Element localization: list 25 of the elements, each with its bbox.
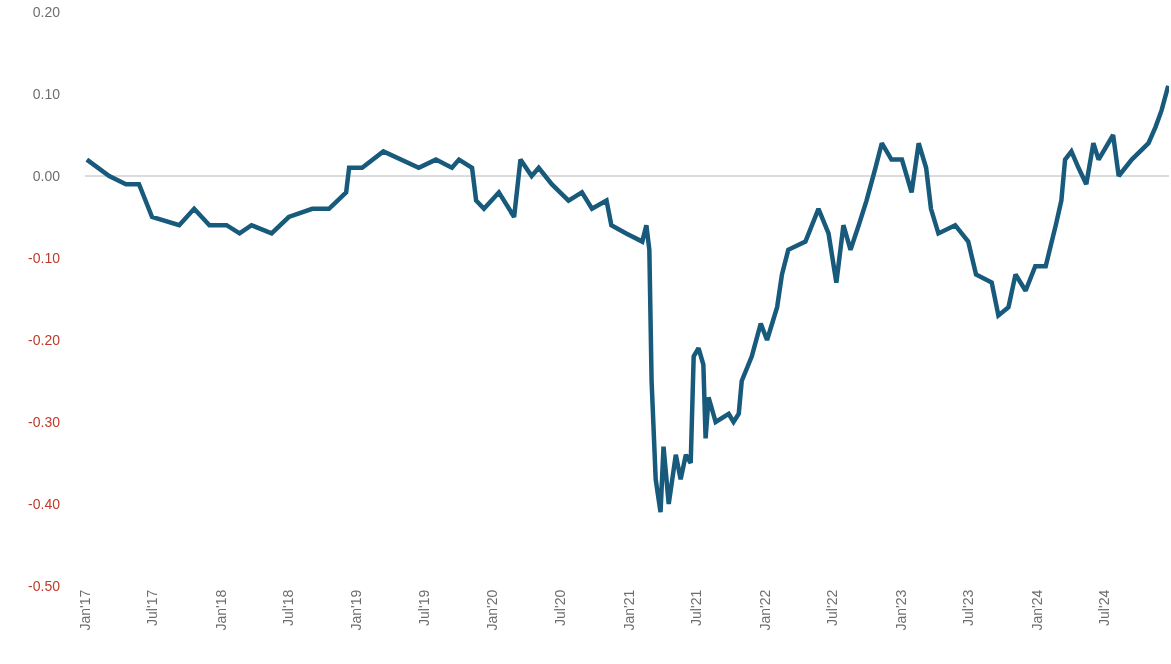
x-tick-label: Jan'17	[76, 589, 93, 631]
x-tick-label: Jan'23	[892, 589, 909, 631]
y-tick-label: -0.10	[28, 249, 61, 266]
y-tick-label: -0.30	[28, 413, 61, 430]
x-tick-label: Jul'21	[688, 589, 705, 626]
y-tick-label: 0.00	[32, 167, 61, 184]
x-tick-label: Jul'22	[824, 589, 841, 626]
line-series	[85, 83, 1169, 515]
x-tick-label: Jan'24	[1028, 589, 1045, 631]
y-tick-label: -0.50	[28, 577, 61, 594]
y-tick-label: 0.20	[32, 3, 61, 20]
y-tick-label: -0.40	[28, 495, 61, 512]
x-tick-label: Jul'20	[552, 589, 569, 626]
x-tick-label: Jan'22	[756, 589, 773, 631]
y-tick-label: -0.20	[28, 331, 61, 348]
x-tick-label: Jul'17	[143, 589, 160, 626]
y-tick-label: 0.10	[32, 85, 61, 102]
x-tick-label: Jul'18	[279, 589, 296, 626]
x-tick-label: Jan'19	[348, 589, 365, 631]
x-tick-label: Jan'20	[484, 589, 501, 631]
x-tick-label: Jul'23	[960, 589, 977, 626]
x-tick-label: Jul'19	[415, 589, 432, 626]
x-tick-label: Jul'24	[1096, 589, 1113, 626]
x-tick-label: Jan'21	[620, 589, 637, 631]
x-tick-label: Jan'18	[212, 589, 229, 631]
